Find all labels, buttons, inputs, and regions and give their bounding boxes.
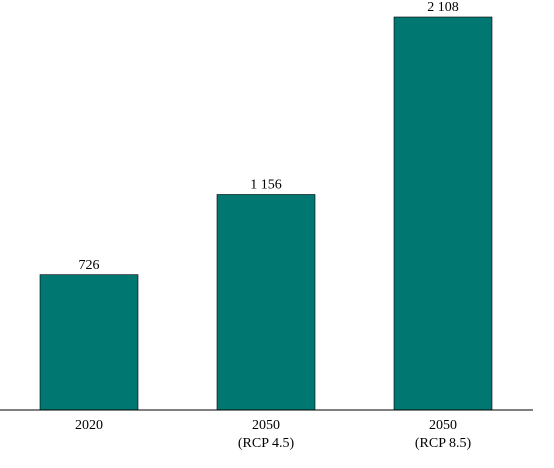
x-tick-label: (RCP 8.5) [415,436,472,451]
value-label: 726 [79,258,100,273]
x-tick-label: 2020 [75,418,103,433]
bar [216,194,316,411]
x-tick-label: 2050 [429,418,457,433]
bar [393,16,493,411]
value-label: 1 156 [250,178,282,193]
value-label: 2 108 [427,0,459,15]
x-tick-label: 2050 [252,418,280,433]
x-tick-label: (RCP 4.5) [238,436,295,451]
bar [39,274,139,411]
